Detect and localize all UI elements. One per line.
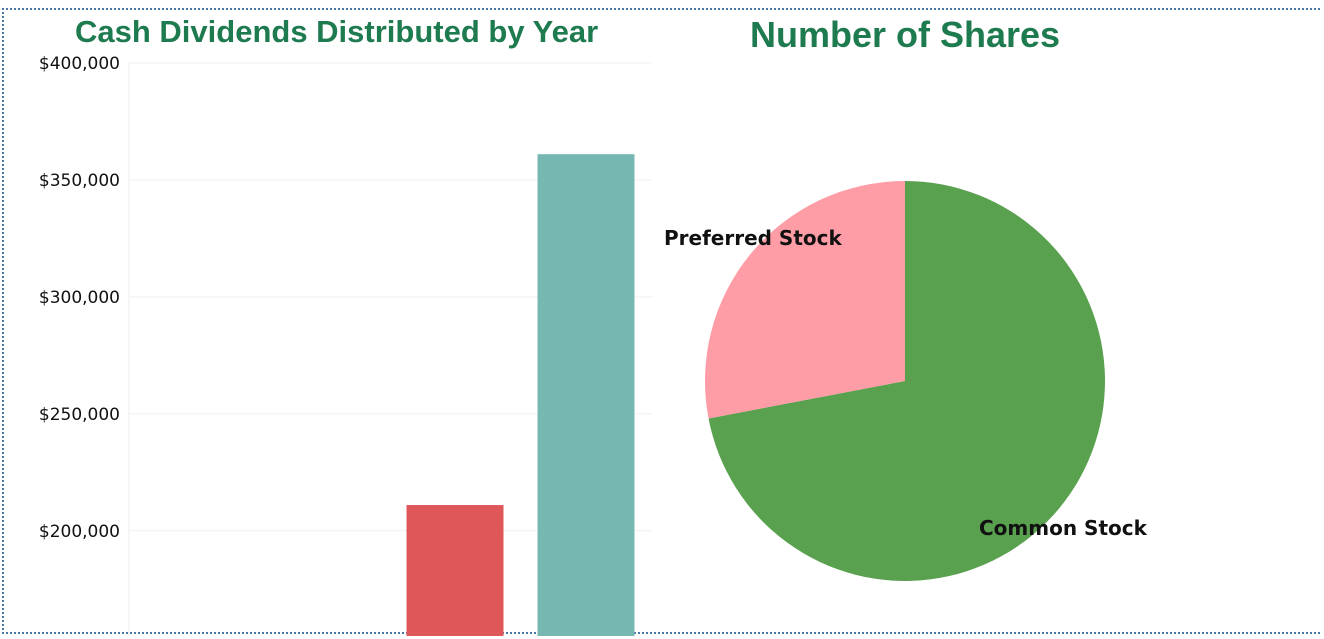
- pie-slice[interactable]: [708, 181, 1106, 582]
- y-tick-label: $400,000: [39, 54, 120, 74]
- y-tick-label: $350,000: [39, 171, 120, 191]
- y-tick-label: $200,000: [39, 522, 120, 542]
- bar[interactable]: [406, 505, 504, 636]
- dashboard-frame: [2, 8, 1320, 634]
- pie-slice[interactable]: [705, 181, 905, 419]
- pie-slice-label: Common Stock: [979, 516, 1148, 540]
- y-tick-label: $300,000: [39, 288, 120, 308]
- bar-chart: $400,000 $350,000 $300,000 $250,000 $200,000: [39, 54, 652, 636]
- y-tick-label: $250,000: [39, 405, 120, 425]
- bar-chart-title: Cash Dividends Distributed by Year: [75, 14, 599, 49]
- pie-chart: Common Stock Preferred Stock: [664, 181, 1148, 582]
- pie-chart-title: Number of Shares: [750, 14, 1061, 55]
- bar[interactable]: [537, 154, 635, 636]
- pie-slice-label: Preferred Stock: [664, 226, 842, 250]
